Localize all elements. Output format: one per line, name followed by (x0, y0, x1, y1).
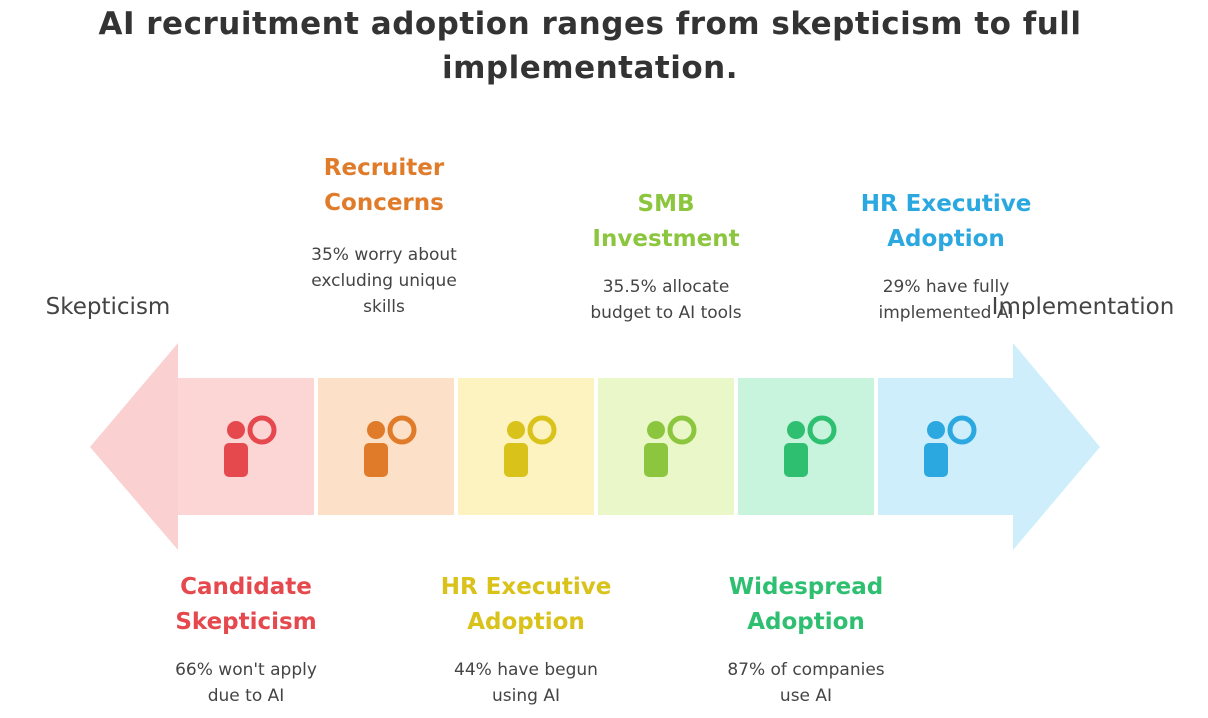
stage-icon (784, 443, 808, 477)
stage-icon (947, 415, 977, 445)
stage-description: 35% worry about (311, 245, 457, 265)
stage-icon (224, 443, 248, 477)
stage-title: Recruiter (323, 155, 445, 181)
stage-icon (647, 421, 665, 439)
stage-title: Adoption (467, 609, 585, 635)
stage-title: Candidate (180, 574, 312, 600)
stage-description: 44% have begun (454, 660, 598, 680)
stage-icon (667, 415, 697, 445)
stage-description: use AI (779, 686, 833, 706)
stage-icon (227, 421, 245, 439)
stage-description: 29% have fully (882, 277, 1010, 297)
stage-description: 66% won't apply (175, 660, 317, 680)
stage-title: Concerns (324, 190, 444, 216)
stage-icon (367, 421, 385, 439)
stage-title: SMB (637, 191, 695, 217)
stage-icon (507, 421, 525, 439)
stage-title: Adoption (887, 226, 1005, 252)
stage-description: using AI (492, 686, 560, 706)
stage-description: budget to AI tools (590, 303, 742, 323)
title-line: AI recruitment adoption ranges from skep… (98, 6, 1082, 42)
left-arrowhead (90, 343, 178, 550)
right-arrowhead (1013, 343, 1100, 550)
stage-description: due to AI (207, 686, 285, 706)
stage-icon (644, 443, 668, 477)
stage-title: HR Executive (440, 574, 612, 600)
stage-description: skills (363, 297, 405, 317)
stage-title: Investment (592, 226, 740, 252)
title-line: implementation. (442, 50, 738, 86)
stage-icon (247, 415, 277, 445)
stage-description: excluding unique (311, 271, 457, 291)
right-label: Implementation (991, 294, 1175, 320)
stage-title: HR Executive (860, 191, 1032, 217)
stage-icon (527, 415, 557, 445)
stage-title: Widespread (728, 574, 884, 600)
stage-description: 35.5% allocate (602, 277, 730, 297)
stage-icon (364, 443, 388, 477)
stage-description: implemented AI (878, 303, 1014, 323)
stage-icon (504, 443, 528, 477)
stage-title: Adoption (747, 609, 865, 635)
stage-icon (927, 421, 945, 439)
stage-title: Skepticism (175, 609, 317, 635)
stage-icon (807, 415, 837, 445)
stage-icon (924, 443, 948, 477)
stage-icon (787, 421, 805, 439)
stage-description: 87% of companies (727, 660, 885, 680)
left-label: Skepticism (45, 294, 171, 320)
stage-icon (387, 415, 417, 445)
